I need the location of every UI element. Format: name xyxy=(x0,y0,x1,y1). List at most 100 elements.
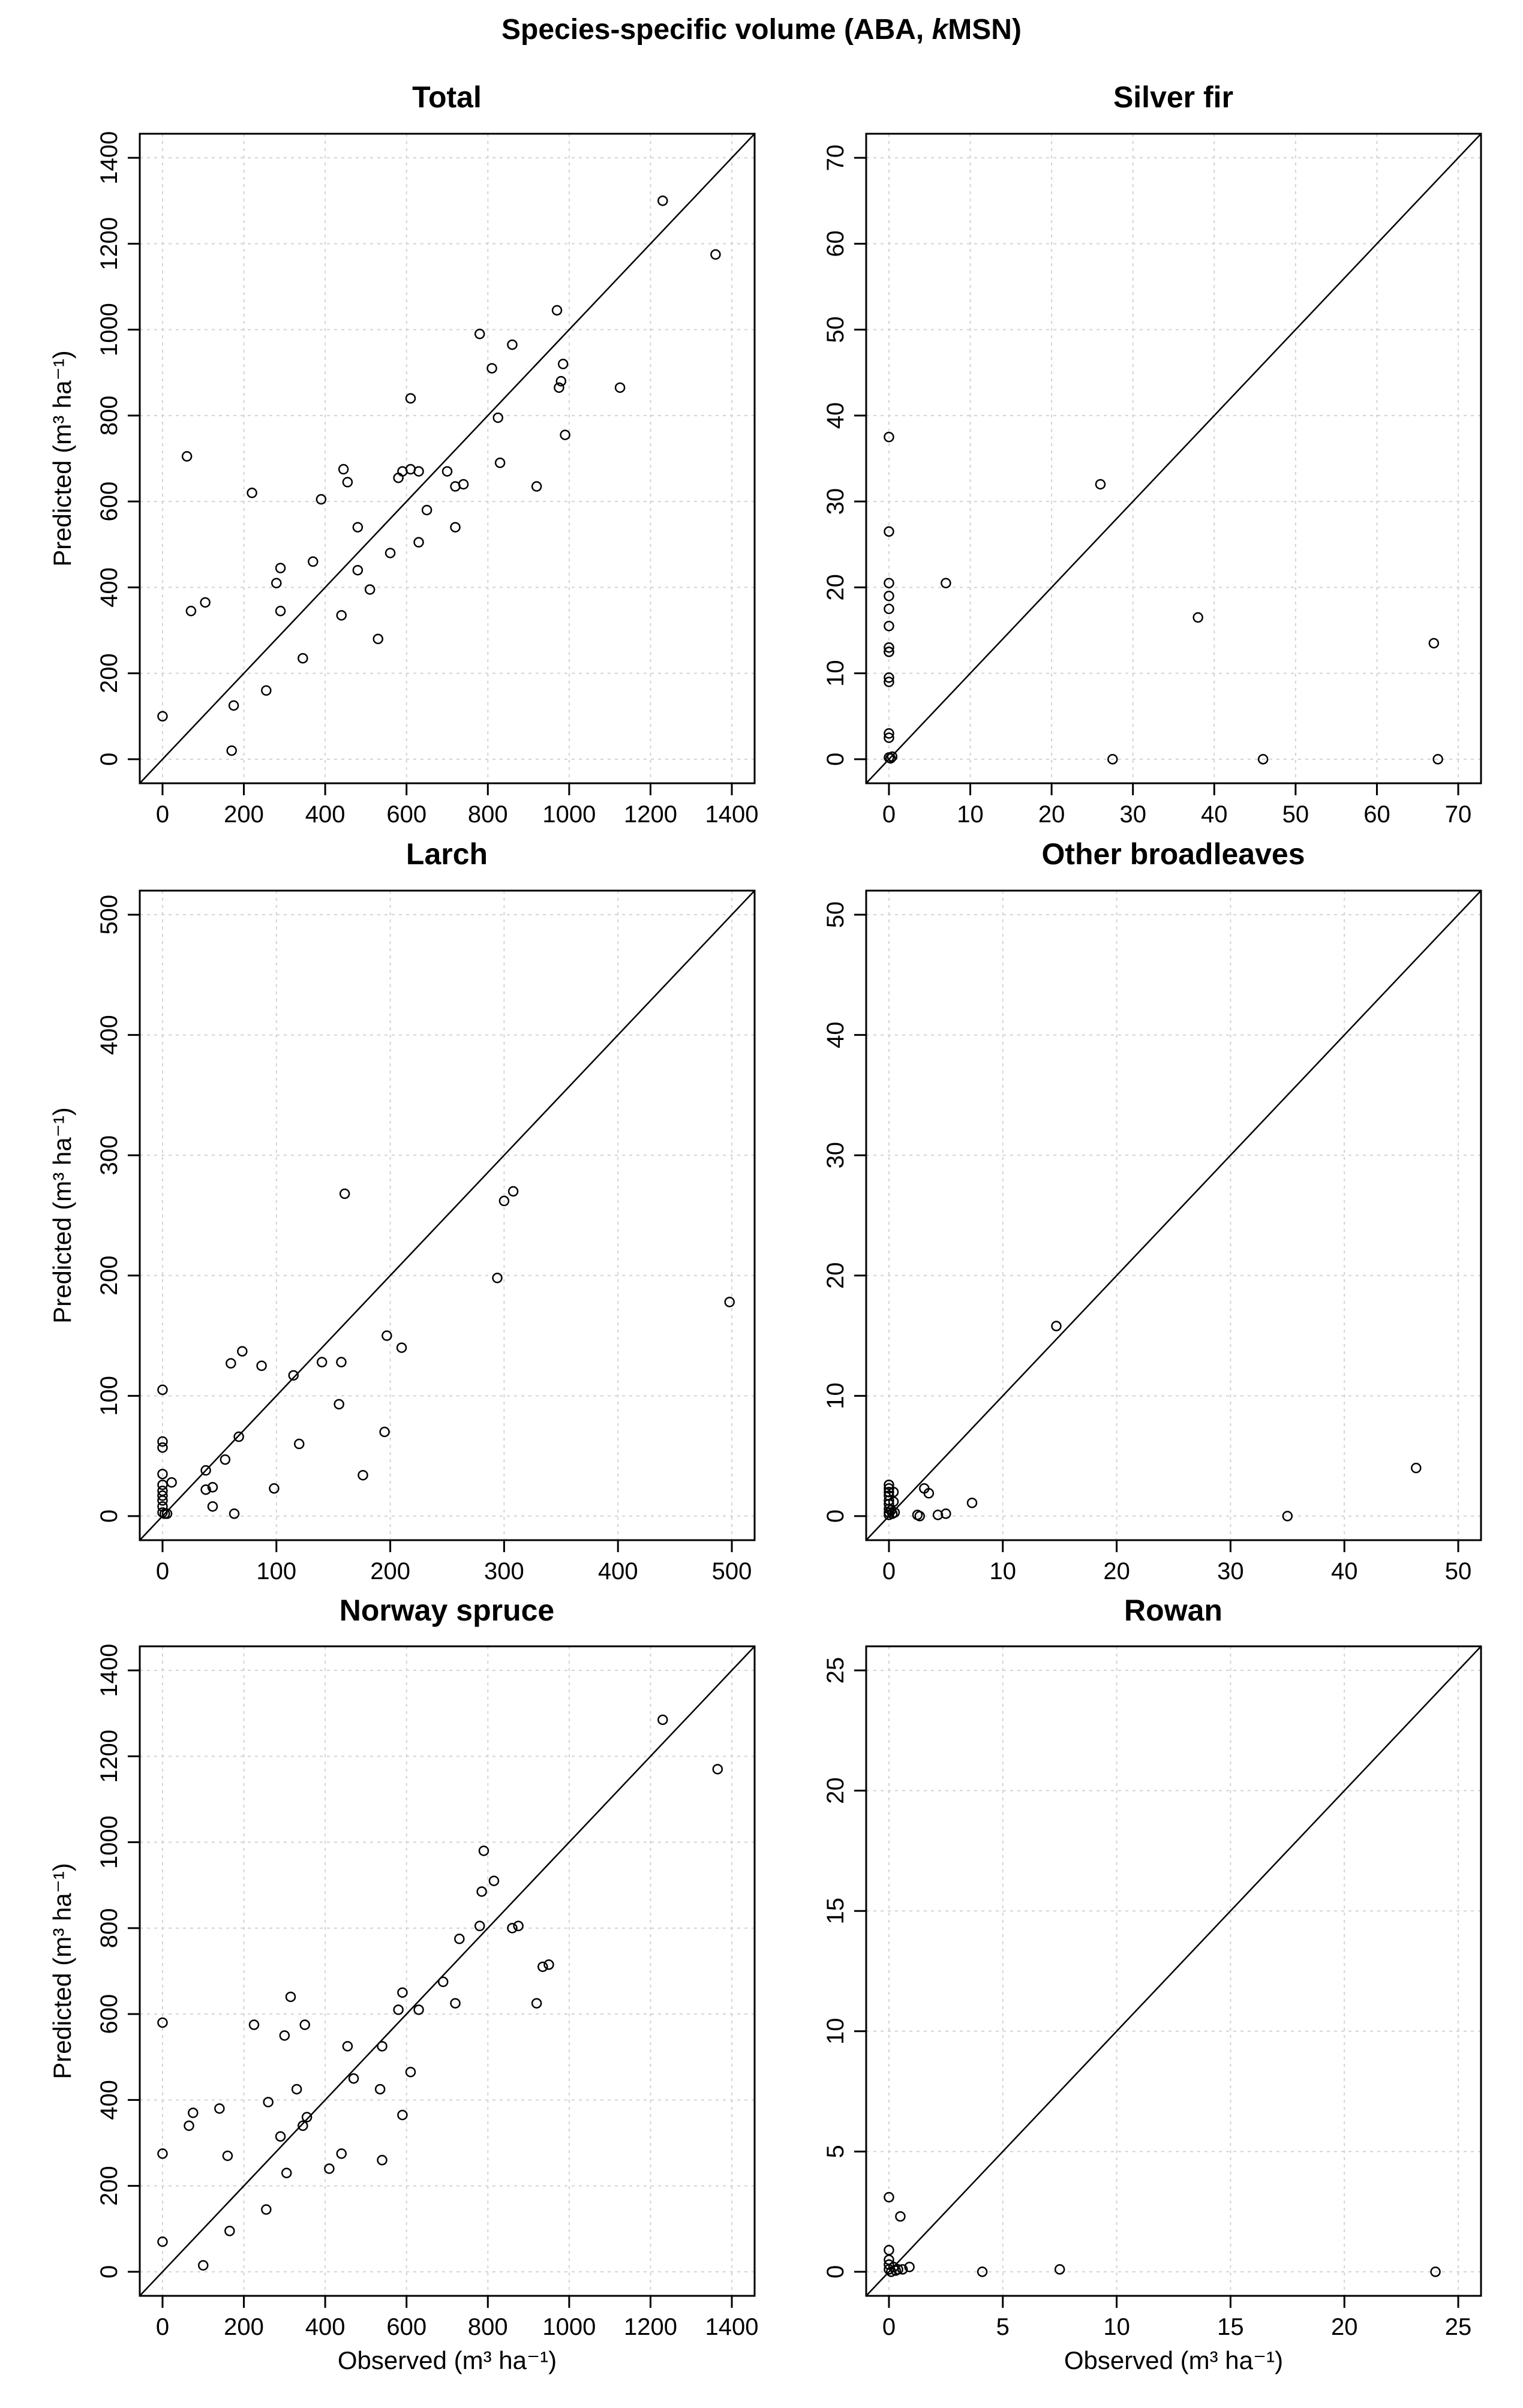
larch-data-point xyxy=(157,1501,168,1512)
silver-fir-reference-line xyxy=(866,134,1481,783)
rowan-y-tick-label: 20 xyxy=(822,1777,849,1804)
norway-spruce-data-point xyxy=(478,1845,489,1856)
total-data-point xyxy=(531,481,542,492)
norway-spruce-data-point xyxy=(374,2084,386,2095)
norway-spruce-data-point xyxy=(188,2108,199,2118)
total-data-point xyxy=(226,745,237,756)
larch-y-tick-label: 200 xyxy=(96,1255,122,1295)
total-data-point xyxy=(181,451,193,462)
norway-spruce-data-point xyxy=(450,1998,461,2009)
other-broadleaves-x-tick-label: 20 xyxy=(1103,1558,1130,1585)
silver-fir-data-point xyxy=(1192,612,1203,623)
silver-fir-data-point xyxy=(884,526,894,537)
larch-plot-frame xyxy=(139,889,756,1541)
larch-x-tick-label: 300 xyxy=(484,1558,524,1585)
norway-spruce-data-point xyxy=(712,1764,723,1775)
norway-spruce-data-point xyxy=(263,2097,274,2108)
larch-x-tick-label: 0 xyxy=(156,1558,169,1585)
rowan-data-point xyxy=(886,2266,897,2277)
norway-spruce-x-tick-label: 600 xyxy=(386,2314,426,2340)
total-data-point xyxy=(554,382,564,393)
norway-spruce-y-tick-label: 1400 xyxy=(96,1644,122,1697)
rowan-x-tick-label: 15 xyxy=(1217,2314,1244,2340)
larch-y-tick-label: 500 xyxy=(96,895,122,935)
larch-data-point xyxy=(220,1454,231,1465)
norway-spruce-data-point xyxy=(222,2150,233,2162)
norway-spruce-data-point xyxy=(299,2019,310,2030)
norway-spruce-y-tick-label: 1000 xyxy=(96,1815,122,1869)
larch-data-point xyxy=(161,1508,173,1519)
total-data-point xyxy=(200,597,211,608)
rowan-x-axis-label: Observed (m³ ha⁻¹) xyxy=(1064,2346,1283,2374)
norway-spruce-data-point xyxy=(224,2226,235,2236)
norway-spruce-data-point xyxy=(454,1934,465,1944)
norway-spruce-y-axis-label: Predicted (m³ ha⁻¹) xyxy=(48,1863,76,2079)
silver-fir-x-tick-label: 50 xyxy=(1282,801,1309,828)
norway-spruce-data-point xyxy=(336,2148,347,2159)
rowan-y-tick-label: 10 xyxy=(822,2018,849,2045)
larch-x-tick-label: 500 xyxy=(712,1558,752,1585)
silver-fir-x-tick-label: 70 xyxy=(1445,801,1472,828)
rowan-y-tick-label: 0 xyxy=(822,2265,849,2278)
other-broadleaves-y-tick-label: 50 xyxy=(822,901,849,928)
other-broadleaves-data-point xyxy=(889,1507,900,1518)
total-data-point xyxy=(373,633,384,645)
silver-fir-data-point xyxy=(884,728,894,739)
other-broadleaves-data-point xyxy=(888,1487,899,1498)
norway-spruce-data-point xyxy=(507,1923,518,1934)
larch-y-tick-label: 300 xyxy=(96,1135,122,1176)
total-data-point xyxy=(336,610,347,621)
silver-fir-y-tick-label: 0 xyxy=(822,753,849,766)
larch-data-point xyxy=(157,1495,168,1506)
total-data-point xyxy=(271,578,282,588)
silver-fir-data-point xyxy=(1257,754,1269,765)
silver-fir-data-point xyxy=(884,642,894,653)
total-data-point xyxy=(261,685,272,696)
rowan-x-tick-label: 10 xyxy=(1103,2314,1130,2340)
rowan-x-tick-label: 20 xyxy=(1331,2314,1358,2340)
silver-fir-data-point xyxy=(884,672,894,683)
larch-data-point xyxy=(226,1358,236,1369)
total-data-point xyxy=(352,522,364,533)
rowan-plot-frame xyxy=(865,1645,1482,2297)
total-y-tick-label: 800 xyxy=(96,395,122,435)
other-broadleaves-y-tick-label: 0 xyxy=(822,1510,849,1523)
other-broadleaves-data-point xyxy=(923,1488,935,1499)
other-broadleaves-data-point xyxy=(1051,1321,1062,1331)
total-y-tick-label: 1200 xyxy=(96,217,122,270)
larch-data-point xyxy=(166,1477,177,1488)
silver-fir-data-point xyxy=(885,753,896,764)
larch-data-point xyxy=(381,1330,392,1341)
norway-spruce-reference-line xyxy=(140,1646,755,2296)
norway-spruce-data-point xyxy=(405,2067,416,2078)
larch-data-point xyxy=(207,1501,218,1512)
larch-data-point xyxy=(157,1436,168,1447)
silver-fir-data-point xyxy=(1428,638,1440,649)
larch-data-point xyxy=(396,1342,407,1353)
total-x-tick-label: 1000 xyxy=(542,801,596,828)
larch-data-point xyxy=(316,1357,328,1367)
norway-spruce-x-axis-label: Observed (m³ ha⁻¹) xyxy=(338,2346,557,2374)
norway-spruce-data-point xyxy=(298,2120,308,2132)
other-broadleaves-data-point xyxy=(1282,1511,1293,1522)
norway-spruce-y-tick-label: 1200 xyxy=(96,1730,122,1783)
silver-fir-data-point xyxy=(884,578,894,588)
panel-total: 0 200 400 600 800 1000 1200 1400 0 200 400 600 800 10… xyxy=(48,131,759,828)
total-data-point xyxy=(275,606,286,617)
norway-spruce-data-point xyxy=(324,2163,335,2174)
rowan-data-point xyxy=(1054,2264,1065,2275)
panel-title-silver-fir: Silver fir xyxy=(1113,80,1234,114)
norway-spruce-y-tick-label: 200 xyxy=(96,2166,122,2206)
norway-spruce-data-point xyxy=(261,2204,272,2215)
larch-data-point xyxy=(200,1465,211,1476)
norway-spruce-data-point xyxy=(342,2041,353,2052)
larch-y-tick-label: 0 xyxy=(96,1510,122,1523)
panel-title-rowan: Rowan xyxy=(1124,1594,1222,1627)
panel-title-norway-spruce: Norway spruce xyxy=(339,1594,555,1627)
silver-fir-y-tick-label: 20 xyxy=(822,574,849,601)
norway-spruce-data-point xyxy=(285,1991,296,2003)
total-data-point xyxy=(247,488,257,498)
silver-fir-data-point xyxy=(1432,754,1443,765)
larch-data-point xyxy=(269,1483,280,1494)
